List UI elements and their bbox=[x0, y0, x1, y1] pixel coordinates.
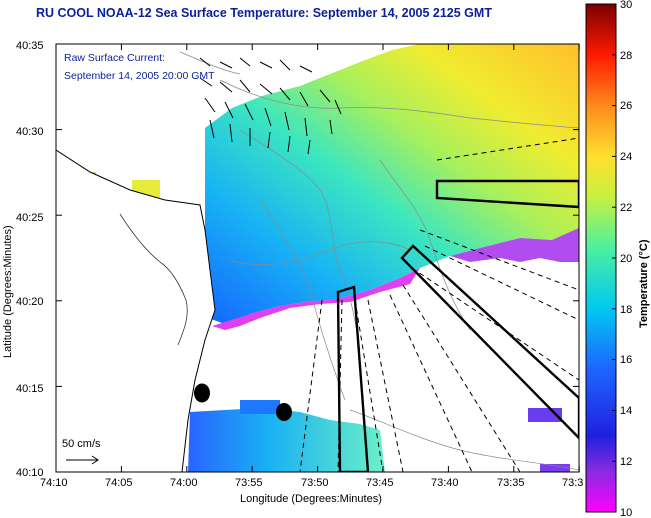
x-tick-7: 73:35 bbox=[497, 477, 525, 489]
x-tick-4: 73:50 bbox=[301, 477, 329, 489]
sst-south-region bbox=[188, 408, 385, 472]
y-tick-5: 40:10 bbox=[16, 467, 44, 479]
colorbar-label: Temperature (°C) bbox=[638, 239, 650, 328]
cb-tick-8: 14 bbox=[620, 405, 632, 417]
sst-cold-edge-2 bbox=[212, 268, 420, 330]
sst-east-patch-2 bbox=[540, 464, 570, 472]
scale-label: 50 cm/s bbox=[62, 438, 101, 450]
current-vectors bbox=[199, 57, 342, 155]
cb-tick-9: 12 bbox=[620, 456, 632, 468]
y-tick-3: 40:20 bbox=[16, 296, 44, 308]
cb-tick-1: 28 bbox=[620, 50, 632, 62]
cb-tick-4: 22 bbox=[620, 202, 632, 214]
x-tick-2: 74:00 bbox=[170, 477, 198, 489]
scale-arrow bbox=[66, 455, 99, 465]
cb-tick-5: 20 bbox=[620, 253, 632, 265]
cb-tick-10: 10 bbox=[620, 507, 632, 518]
cb-tick-6: 18 bbox=[620, 304, 632, 316]
survey-boxes bbox=[336, 179, 579, 472]
x-tick-0: 74:10 bbox=[40, 477, 68, 489]
y-axis-label: Latitude (Degrees:Minutes) bbox=[2, 225, 14, 358]
colorbar bbox=[585, 3, 617, 513]
x-tick-3: 73:55 bbox=[235, 477, 263, 489]
x-tick-8: 73:3 bbox=[562, 477, 583, 489]
x-tick-6: 73:40 bbox=[431, 477, 459, 489]
cb-tick-3: 24 bbox=[620, 151, 632, 163]
y-tick-4: 40:15 bbox=[16, 383, 44, 395]
x-tick-5: 73:45 bbox=[366, 477, 394, 489]
sst-warm-region bbox=[205, 44, 579, 324]
buoy-marker bbox=[194, 383, 210, 403]
tick-marks bbox=[55, 43, 580, 473]
x-axis-label: Longitude (Degrees:Minutes) bbox=[240, 493, 382, 505]
y-tick-1: 40:30 bbox=[16, 126, 44, 138]
current-overlay-date: September 14, 2005 20:00 GMT bbox=[64, 70, 215, 82]
river bbox=[119, 213, 188, 346]
map-title: RU COOL NOAA-12 Sea Surface Temperature:… bbox=[36, 6, 492, 20]
cb-tick-0: 30 bbox=[620, 0, 632, 11]
colorbar-tick-marks bbox=[612, 3, 616, 513]
y-tick-0: 40:35 bbox=[16, 40, 44, 52]
ray-lines bbox=[299, 137, 579, 472]
current-overlay-title: Raw Surface Current: bbox=[64, 52, 165, 64]
cb-tick-7: 16 bbox=[620, 354, 632, 366]
x-tick-1: 74:05 bbox=[105, 477, 133, 489]
coastline bbox=[56, 149, 216, 472]
buoy-marker-2 bbox=[276, 403, 292, 421]
bathymetry-contours bbox=[179, 51, 579, 471]
y-tick-2: 40:25 bbox=[16, 212, 44, 224]
sst-south-patch bbox=[240, 400, 280, 414]
cb-tick-2: 26 bbox=[620, 100, 632, 112]
